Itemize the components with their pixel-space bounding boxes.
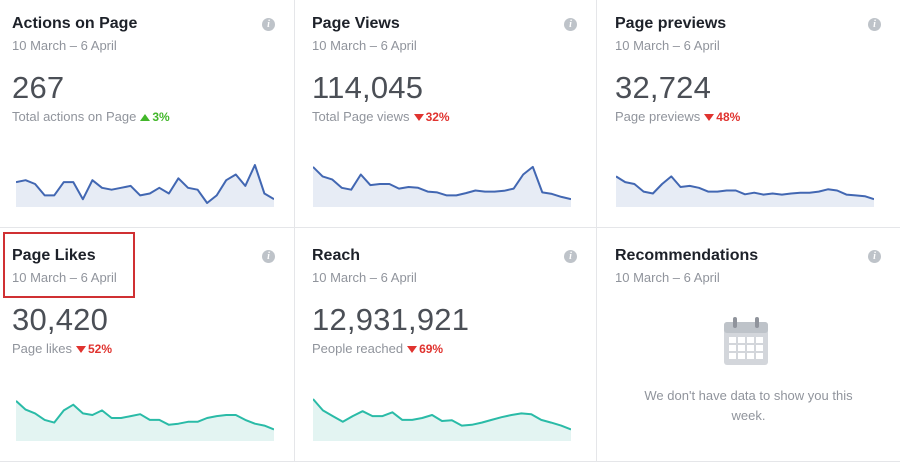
sparkline-chart	[616, 175, 874, 207]
info-icon[interactable]: i	[564, 18, 577, 31]
change-value: 32%	[425, 110, 450, 124]
metric-label: People reached	[312, 341, 404, 356]
metric-subtitle: Total actions on Page 3%	[12, 109, 282, 125]
metric-subtitle: People reached 69%	[312, 341, 584, 357]
card-recommendations[interactable]: Recommendations 10 March – 6 April i We …	[597, 228, 900, 462]
metric-value: 30,420	[12, 302, 109, 337]
card-actions-on-page[interactable]: Actions on Page 10 March – 6 April i 267…	[0, 0, 295, 228]
card-page-likes[interactable]: Page Likes 10 March – 6 April i 30,420 P…	[0, 228, 295, 462]
change-indicator: 3%	[140, 109, 170, 125]
change-value: 52%	[87, 342, 113, 356]
metric-subtitle: Page previews 48%	[615, 109, 888, 125]
sparkline-line	[313, 165, 571, 201]
change-indicator: 69%	[407, 341, 443, 357]
metric-label: Page likes	[12, 341, 72, 356]
card-page-views[interactable]: Page Views 10 March – 6 April i 114,045 …	[295, 0, 597, 228]
info-icon[interactable]: i	[564, 250, 577, 263]
change-value: 48%	[716, 110, 741, 124]
sparkline-area	[313, 166, 571, 207]
card-title[interactable]: Actions on Page	[12, 15, 138, 32]
sparkline-chart	[16, 164, 274, 207]
card-date-range: 10 March – 6 April	[615, 38, 720, 53]
sparkline-chart	[16, 400, 274, 441]
metric-label: Page previews	[615, 109, 701, 124]
triangle-down-icon	[407, 345, 418, 353]
sparkline-chart	[313, 398, 571, 441]
info-icon[interactable]: i	[868, 18, 881, 31]
triangle-down-icon	[413, 113, 424, 121]
card-reach[interactable]: Reach 10 March – 6 April i 12,931,921 Pe…	[295, 228, 597, 462]
card-date-range: 10 March – 6 April	[312, 270, 417, 285]
sparkline-line	[313, 398, 571, 431]
triangle-up-icon	[140, 113, 151, 121]
metric-value: 12,931,921	[312, 302, 470, 337]
sparkline-chart	[313, 165, 571, 207]
change-value: 3%	[152, 110, 170, 124]
sparkline-area	[16, 400, 274, 441]
change-indicator: 48%	[704, 109, 740, 125]
metric-value: 267	[12, 70, 65, 105]
change-indicator: 52%	[75, 341, 113, 357]
card-title[interactable]: Page Views	[312, 15, 400, 32]
card-page-previews[interactable]: Page previews 10 March – 6 April i 32,72…	[597, 0, 900, 228]
metric-value: 32,724	[615, 70, 712, 105]
card-title[interactable]: Reach	[312, 247, 361, 264]
sparkline-line	[16, 164, 274, 204]
info-icon[interactable]: i	[868, 250, 881, 263]
info-icon[interactable]: i	[262, 250, 275, 263]
calendar-icon	[724, 317, 768, 365]
triangle-down-icon	[75, 345, 86, 353]
metric-value: 114,045	[312, 70, 424, 105]
card-date-range: 10 March – 6 April	[12, 38, 117, 53]
card-date-range: 10 March – 6 April	[615, 270, 720, 285]
metric-subtitle: Page likes 52%	[12, 341, 282, 357]
card-date-range: 10 March – 6 April	[12, 270, 117, 285]
card-title[interactable]: Page previews	[615, 15, 727, 32]
change-value: 69%	[419, 342, 444, 356]
empty-state-message: We don't have data to show you this week…	[644, 388, 853, 423]
card-date-range: 10 March – 6 April	[312, 38, 417, 53]
triangle-down-icon	[704, 113, 715, 121]
change-indicator: 32%	[413, 109, 450, 125]
metric-label: Total actions on Page	[12, 109, 137, 124]
sparkline-area	[616, 176, 874, 207]
card-title[interactable]: Page Likes	[12, 247, 96, 264]
card-title[interactable]: Recommendations	[615, 247, 759, 264]
sparkline-area	[16, 165, 274, 207]
metric-subtitle: Total Page views 32%	[312, 109, 584, 125]
info-icon[interactable]: i	[262, 18, 275, 31]
sparkline-area	[313, 399, 571, 441]
sparkline-line	[616, 175, 874, 201]
metric-label: Total Page views	[312, 109, 410, 124]
sparkline-line	[16, 400, 274, 431]
